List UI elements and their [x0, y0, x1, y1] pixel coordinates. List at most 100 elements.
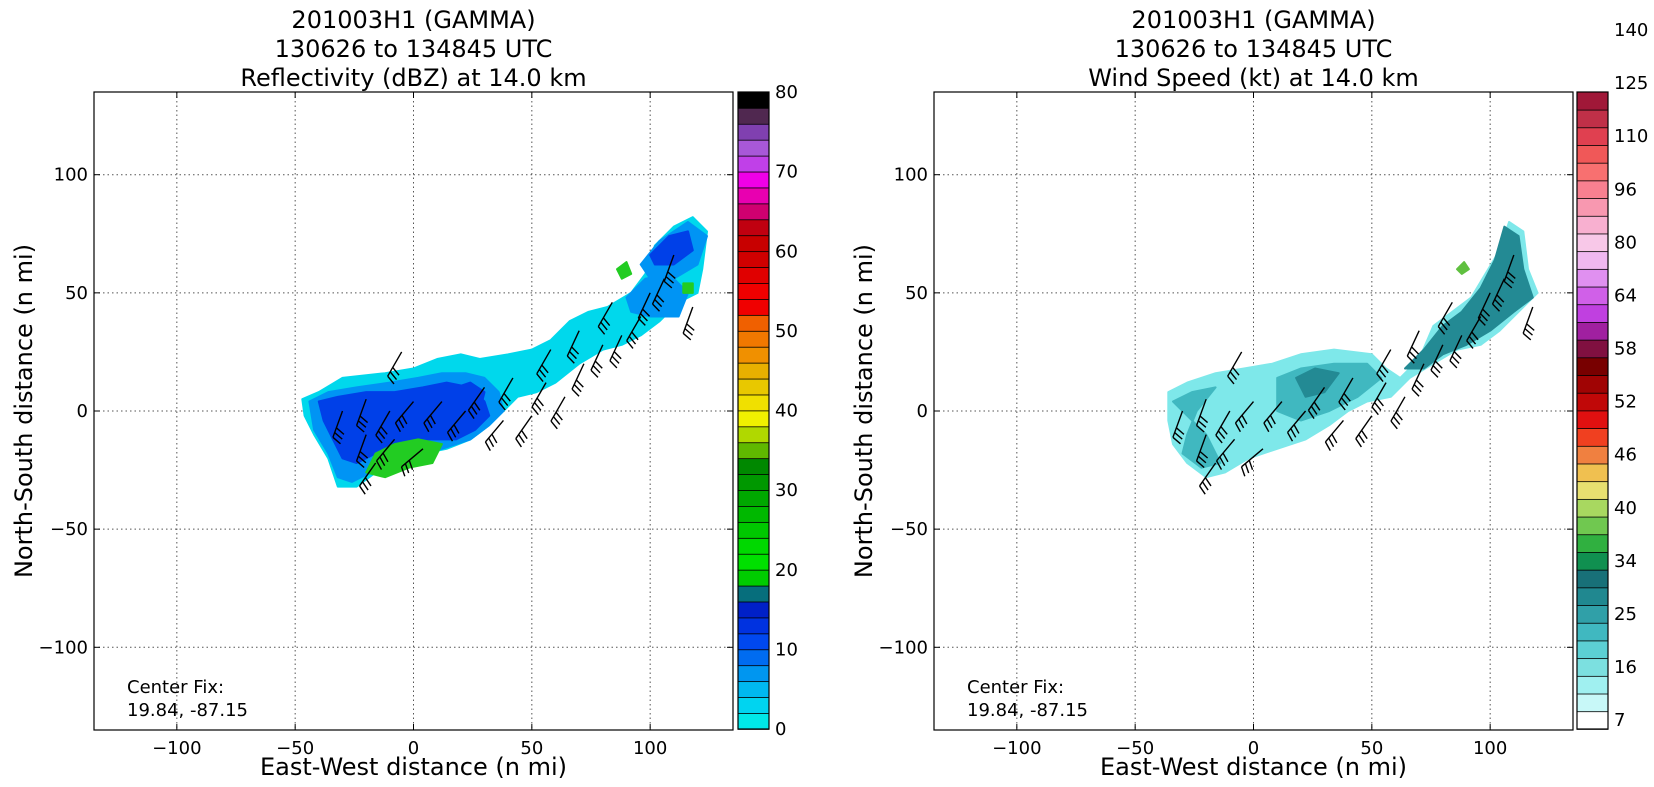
colorbar-bin: [737, 680, 770, 698]
wind-barb: [571, 363, 585, 397]
wind-barb: [637, 292, 651, 326]
colorbar-tick-label: 52: [1614, 392, 1637, 413]
y-tick-label: −100: [879, 637, 928, 658]
colorbar-tick-label: 30: [775, 480, 798, 501]
y-tick-label: −50: [890, 519, 928, 540]
wind-barb: [1198, 462, 1217, 495]
chart-title-line: 130626 to 134845 UTC: [275, 35, 553, 63]
colorbar-bin: [737, 394, 770, 412]
wind-barbs: [1172, 254, 1535, 495]
colorbar-bin: [737, 712, 770, 730]
wind-barb: [1286, 410, 1307, 442]
wind-barb: [1234, 401, 1255, 433]
wind-barb: [1477, 292, 1491, 326]
wind-barb: [1215, 410, 1231, 444]
field-region: [1456, 261, 1470, 275]
colorbar-bin: [737, 426, 770, 444]
wind-barb: [1324, 420, 1344, 451]
colorbar-bin: [737, 441, 770, 460]
x-tick-label: −50: [1116, 738, 1154, 759]
wind-barb: [387, 351, 403, 385]
colorbar-bin: [1576, 587, 1609, 606]
colorbar-bin: [1576, 657, 1609, 677]
colorbar-bin: [737, 489, 770, 507]
colorbar-bin: [737, 633, 770, 651]
colorbar-bin: [1576, 445, 1609, 465]
colorbar-tick-label: 20: [775, 560, 798, 581]
colorbar-bin: [737, 521, 770, 539]
wind-barb: [1263, 401, 1283, 433]
field-region: [1172, 386, 1222, 469]
colorbar-bin: [1576, 410, 1609, 429]
colorbar-bin: [1576, 250, 1609, 270]
data-field: [1167, 221, 1539, 479]
wind-barbs: [332, 254, 695, 495]
wind-barb: [1406, 330, 1420, 364]
colorbar-bin: [1576, 604, 1609, 624]
colorbar-bin: [737, 266, 770, 284]
colorbar-bin: [1576, 144, 1609, 164]
colorbar-tick-label: 110: [1614, 126, 1648, 147]
colorbar-bin: [1576, 480, 1609, 500]
field-region: [616, 261, 633, 280]
wind-barb: [663, 254, 676, 289]
colorbar-bin: [1576, 321, 1609, 341]
colorbar-bin: [1576, 622, 1609, 642]
colorbar-bin: [1576, 268, 1609, 288]
wind-barb: [597, 301, 613, 335]
colorbar-tick-label: 0: [775, 719, 786, 740]
x-axis-label: East-West distance (n mi): [1100, 753, 1407, 781]
colorbar-bin: [737, 617, 770, 635]
colorbar-bin: [1576, 303, 1609, 323]
wind-barb: [1522, 306, 1535, 341]
field-region: [1228, 400, 1269, 431]
wind-barb: [355, 434, 369, 469]
wind-barb: [515, 415, 533, 448]
wind-barb: [536, 349, 552, 383]
x-tick-label: 100: [633, 738, 667, 759]
chart-panel-2: −100 −50 0 50 100 −100 −50 0 50 100 201003H1 (GAMM…: [850, 6, 1648, 781]
wind-barb: [332, 410, 345, 445]
colorbar-tick-label: 46: [1614, 445, 1637, 466]
y-tick-label: −50: [50, 519, 88, 540]
wind-barb: [446, 410, 467, 442]
colorbar-tick-label: 16: [1614, 657, 1637, 678]
wind-barb: [682, 306, 695, 341]
wind-barb: [1390, 396, 1406, 430]
y-tick-label: 50: [905, 283, 928, 304]
colorbar-bin: [737, 139, 770, 157]
colorbar-bin: [737, 250, 770, 268]
colorbar-bin: [737, 362, 770, 380]
colorbar-bin: [737, 378, 770, 396]
y-axis-label: North-South distance (n mi): [850, 244, 878, 578]
colorbar-bin: [1576, 551, 1609, 571]
colorbar-tick-label: 96: [1614, 179, 1637, 200]
colorbar-tick-label: 60: [775, 241, 798, 262]
colorbar-bin: [737, 601, 770, 619]
wind-barb: [1430, 344, 1444, 378]
colorbar-tick-label: 50: [775, 321, 798, 342]
y-tick-label: 0: [77, 401, 88, 422]
colorbar-bin: [1576, 357, 1609, 376]
colorbar-bin: [1576, 374, 1609, 394]
wind-barb: [1227, 351, 1243, 385]
field-region: [317, 381, 491, 464]
colorbar-bin: [737, 457, 770, 475]
wind-barb: [1338, 377, 1354, 411]
wind-barb: [1371, 382, 1387, 416]
colorbar-bin: [737, 569, 770, 587]
colorbar-bin: [737, 107, 770, 125]
wind-barb: [531, 382, 547, 416]
wind-barb: [1449, 335, 1463, 369]
y-tick-label: 100: [54, 165, 88, 186]
wind-barb: [375, 410, 391, 444]
field-region: [649, 230, 694, 266]
x-tick-label: −100: [992, 738, 1041, 759]
wind-barb: [1172, 410, 1185, 445]
colorbar-bin: [1576, 392, 1609, 412]
x-axis-label: East-West distance (n mi): [260, 753, 567, 781]
colorbar-bin: [737, 330, 770, 348]
colorbar-bin: [1576, 710, 1609, 730]
colorbar-bin: [1576, 463, 1609, 483]
